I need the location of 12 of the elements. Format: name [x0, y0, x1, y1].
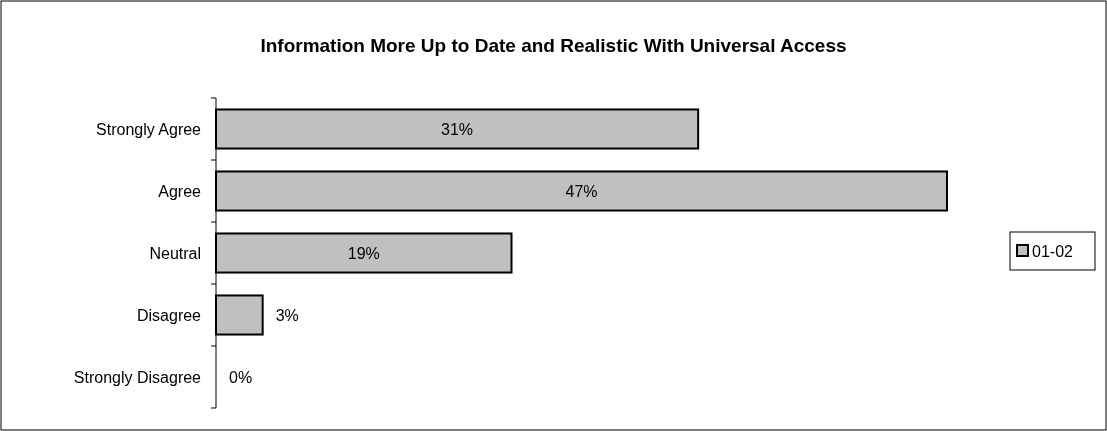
- y-tick-label: Agree: [158, 182, 202, 200]
- legend-label: 01-02: [1032, 242, 1074, 260]
- y-tick-label: Disagree: [136, 306, 202, 324]
- data-label: 3%: [275, 306, 299, 324]
- data-label: 47%: [565, 182, 598, 200]
- data-label: 19%: [347, 244, 380, 262]
- y-tick-label: Strongly Disagree: [73, 368, 202, 386]
- data-label: 0%: [229, 368, 253, 386]
- chart-title: Information More Up to Date and Realistic With Universal Access: [260, 35, 847, 56]
- y-tick-label: Neutral: [149, 244, 201, 262]
- y-tick-label: Strongly Agree: [96, 120, 202, 138]
- data-label: 31%: [441, 120, 474, 138]
